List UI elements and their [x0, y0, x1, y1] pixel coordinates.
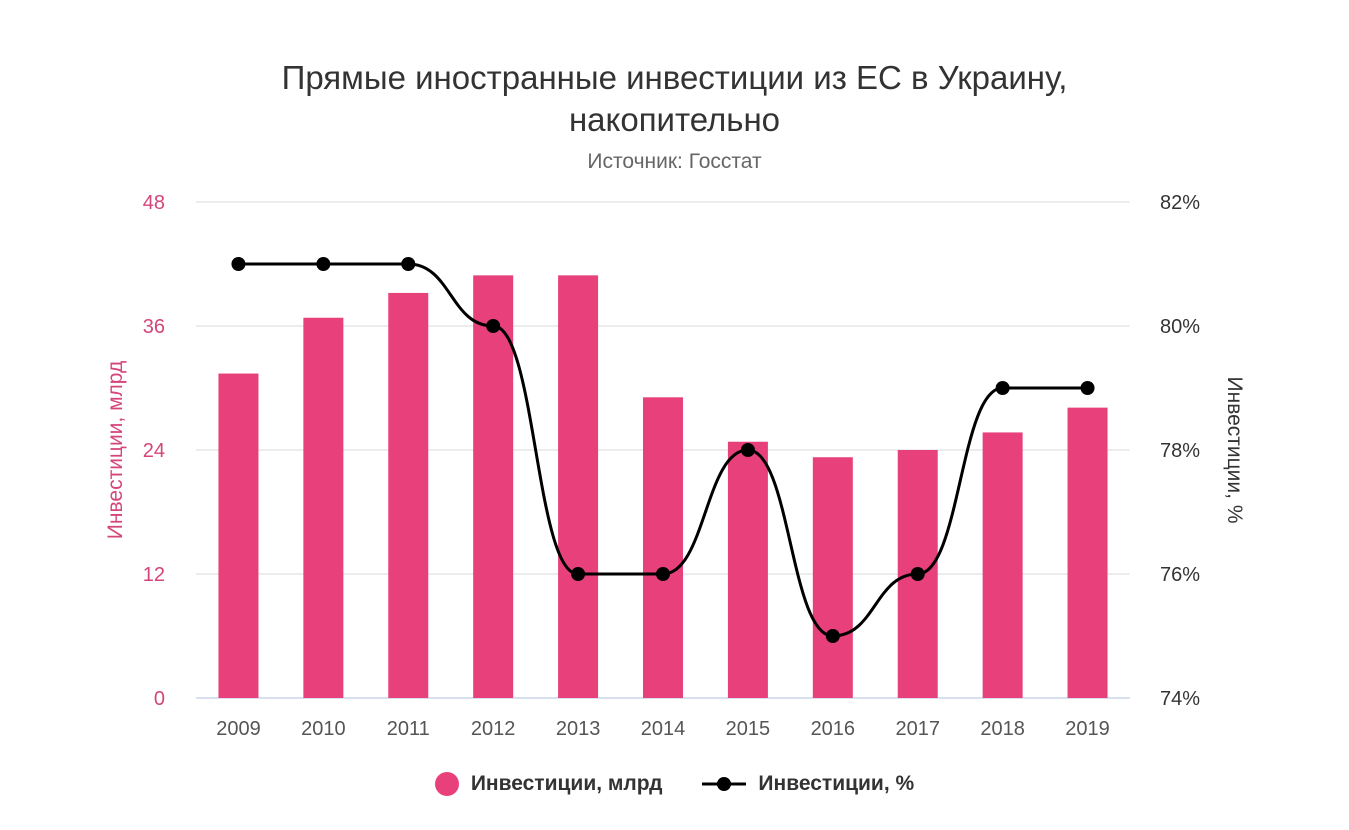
chart-subtitle: Источник: Госстат	[587, 150, 762, 173]
bar-2015	[727, 441, 768, 698]
bar-2010	[303, 317, 344, 698]
legend-label: Инвестиции, %	[758, 772, 915, 795]
line-point-2012	[486, 319, 501, 333]
right-tick-label: 82%	[1160, 192, 1200, 214]
line-point-2016	[825, 629, 840, 643]
line-point-2015	[740, 443, 755, 457]
line-point-2014	[656, 567, 670, 581]
legend-bar-marker	[434, 772, 459, 796]
x-tick-label: 2018	[980, 718, 1025, 740]
bar-2016	[812, 457, 853, 698]
line-point-2009	[231, 257, 246, 271]
line-point-2010	[316, 257, 331, 271]
bar-2014	[643, 397, 683, 698]
bar-2019	[1067, 407, 1108, 698]
line-point-2017	[910, 567, 925, 581]
line-point-2019	[1080, 381, 1095, 395]
line-point-2011	[401, 257, 416, 271]
x-tick-label: 2011	[387, 718, 430, 740]
bar-2009	[218, 373, 259, 698]
bar-2013	[558, 275, 599, 698]
bar-2018	[982, 432, 1023, 698]
left-tick-label: 12	[143, 564, 165, 586]
line-point-2018	[995, 381, 1010, 395]
right-axis-title: Инвестиции, %	[1223, 377, 1246, 524]
x-tick-label: 2012	[471, 718, 516, 740]
left-tick-label: 48	[143, 192, 165, 214]
legend-item-line[interactable]: Инвестиции, %	[702, 772, 914, 796]
bar-2011	[388, 292, 429, 698]
line-point-2013	[571, 567, 586, 581]
x-tick-label: 2010	[301, 718, 346, 740]
x-tick-label: 2016	[811, 718, 856, 740]
legend-item-bars[interactable]: Инвестиции, млрд	[434, 772, 663, 796]
bar-2012	[473, 275, 514, 698]
left-tick-label: 0	[154, 688, 165, 710]
right-tick-label: 74%	[1160, 688, 1200, 710]
x-tick-label: 2009	[216, 718, 261, 740]
x-tick-label: 2014	[641, 718, 686, 740]
right-tick-label: 76%	[1160, 564, 1200, 586]
left-tick-label: 24	[143, 440, 165, 462]
x-tick-label: 2013	[556, 718, 601, 740]
legend-label: Инвестиции, млрд	[470, 772, 663, 795]
left-axis-title: Инвестиции, млрд	[104, 361, 127, 539]
left-tick-label: 36	[143, 316, 165, 338]
chart-title: Прямые иностранные инвестиции из ЕС в Ук…	[281, 59, 1068, 96]
x-tick-label: 2015	[726, 718, 771, 740]
x-tick-label: 2019	[1065, 718, 1110, 740]
right-tick-label: 78%	[1160, 440, 1200, 462]
right-tick-label: 80%	[1160, 316, 1200, 338]
chart-title-line2: накопительно	[568, 101, 781, 138]
legend: Инвестиции, млрд Инвестиции, %	[0, 772, 1349, 796]
x-tick-label: 2017	[895, 718, 940, 740]
legend-line-marker	[702, 777, 747, 791]
